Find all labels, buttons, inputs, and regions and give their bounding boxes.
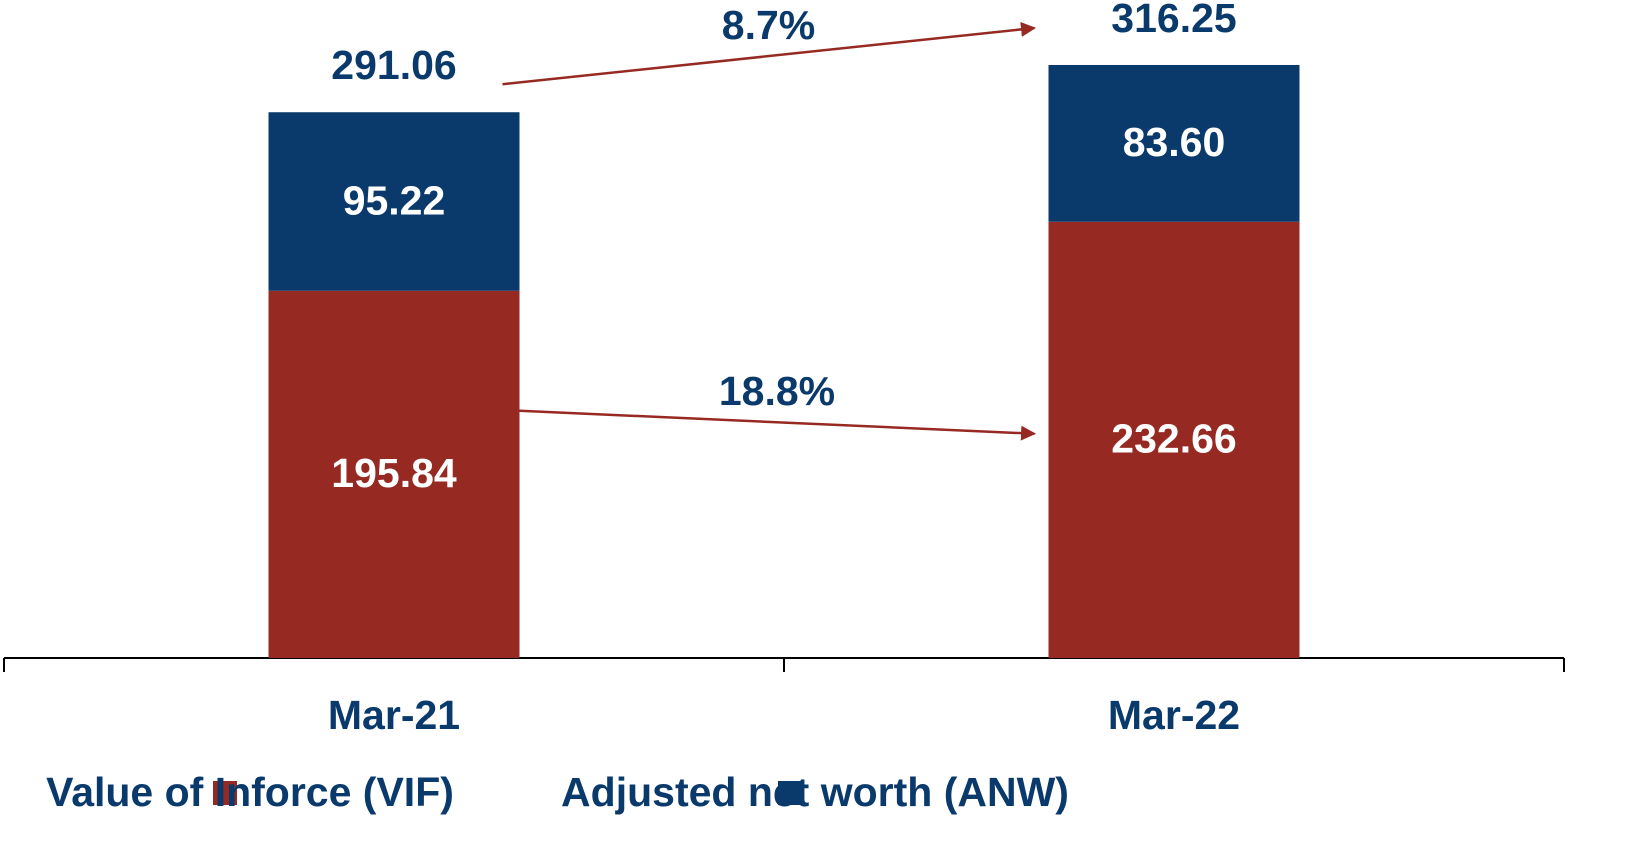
- value-label: 95.22: [343, 177, 446, 223]
- growth-label: 18.8%: [719, 368, 835, 414]
- x-tick-label: Mar-22: [1108, 692, 1240, 738]
- legend-swatch: [213, 781, 237, 805]
- legend-swatch: [778, 781, 802, 805]
- growth-label: 8.7%: [722, 2, 815, 48]
- value-label: 195.84: [331, 450, 457, 496]
- bar-segment: [268, 290, 520, 658]
- bar-segment: [268, 112, 520, 291]
- value-label: 232.66: [1111, 416, 1236, 462]
- value-label: 83.60: [1123, 119, 1226, 165]
- growth-arrow: [502, 21, 1036, 86]
- bar-segment: [1048, 64, 1300, 222]
- bar-segment: [1048, 221, 1300, 659]
- total-label: 316.25: [1111, 0, 1236, 41]
- x-tick-label: Mar-21: [328, 692, 460, 738]
- legend-label: Adjusted net worth (ANW): [561, 769, 1069, 815]
- total-label: 291.06: [331, 42, 456, 88]
- legend-label: Value of Inforce (VIF): [46, 769, 454, 815]
- growth-arrow: [519, 409, 1036, 441]
